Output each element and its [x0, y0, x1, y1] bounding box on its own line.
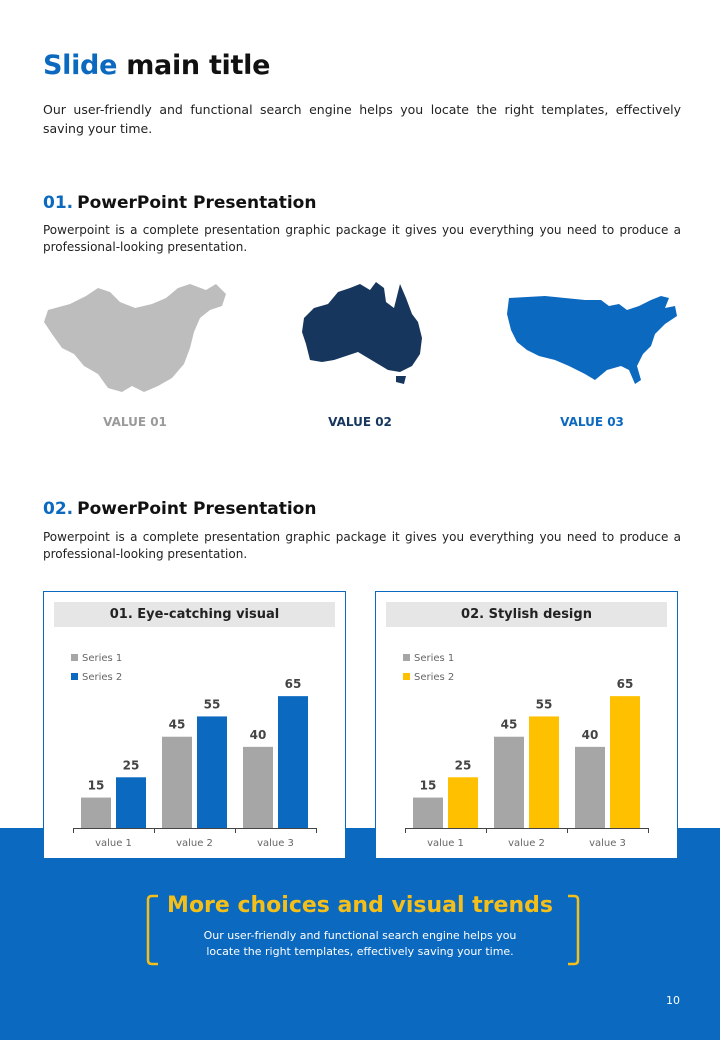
bar: [197, 716, 227, 828]
section2-number: 02.: [43, 499, 74, 519]
category-label: value 1: [427, 838, 464, 849]
data-label: 65: [285, 677, 302, 691]
intro-text: Our user-friendly and functional search …: [43, 102, 681, 136]
left-bracket-icon: [146, 894, 158, 966]
legend-label-2: Series 2: [82, 672, 122, 683]
cta-text: Our user-friendly and functional search …: [203, 929, 517, 958]
legend-label-2: Series 2: [414, 672, 454, 683]
bar: [448, 777, 478, 828]
bar: [529, 716, 559, 828]
section1-heading-text: PowerPoint Presentation: [77, 193, 317, 213]
chart-card-1: 01. Eye-catching visual Series 1 Series 2…: [43, 591, 346, 859]
data-label: 25: [123, 758, 140, 772]
chart-2: Series 1 Series 2 15 25 value 1 45 55 value 2 40…: [403, 653, 649, 849]
legend-swatch-2: [71, 673, 78, 680]
section2-text: Powerpoint is a complete presentation gr…: [43, 530, 681, 561]
page-number: 10: [666, 994, 680, 1007]
legend-swatch-1: [403, 654, 410, 661]
legend-label-1: Series 1: [414, 653, 454, 664]
data-label: 40: [250, 728, 267, 742]
category-label: value 2: [508, 838, 545, 849]
section1-text: Powerpoint is a complete presentation gr…: [43, 223, 681, 254]
bar: [278, 696, 308, 828]
data-label: 25: [455, 758, 472, 772]
bar: [610, 696, 640, 828]
bar: [116, 777, 146, 828]
map-label-value-02: VALUE 02: [328, 415, 392, 429]
data-label: 15: [420, 779, 437, 793]
chart-1: Series 1 Series 2 15 25 value 1 45 55 value 2 40…: [71, 653, 317, 849]
bar: [575, 746, 605, 828]
right-bracket-icon: [568, 894, 580, 966]
page-title-rest: main title: [126, 50, 271, 81]
page-title-accent: Slide: [43, 50, 118, 81]
category-label: value 2: [176, 838, 213, 849]
legend-label-1: Series 1: [82, 653, 122, 664]
data-label: 40: [582, 728, 599, 742]
map-label-value-01: VALUE 01: [103, 415, 167, 429]
bar: [494, 736, 524, 828]
australia-map-icon: [302, 282, 422, 384]
data-label: 45: [501, 718, 518, 732]
data-label: 55: [536, 697, 553, 711]
cta-title: More choices and visual trends: [167, 893, 553, 918]
chart-1-title: 01. Eye-catching visual: [54, 602, 335, 627]
legend-swatch-1: [71, 654, 78, 661]
page-title: Slide main title: [43, 50, 270, 81]
chart-card-2: 02. Stylish design Series 1 Series 2 15 25 v…: [375, 591, 678, 859]
bar: [243, 746, 273, 828]
section2-heading-text: PowerPoint Presentation: [77, 499, 317, 519]
category-label: value 3: [589, 838, 626, 849]
data-label: 65: [617, 677, 634, 691]
usa-map-icon: [507, 296, 677, 384]
chart-2-title: 02. Stylish design: [386, 602, 667, 627]
map-label-value-03: VALUE 03: [560, 415, 624, 429]
footer-band: [0, 828, 720, 1040]
bar: [81, 797, 111, 828]
china-map-icon: [44, 284, 226, 392]
section1-number: 01.: [43, 193, 74, 213]
data-label: 55: [204, 697, 221, 711]
section2-heading: 02. PowerPoint Presentation: [43, 499, 316, 519]
bar: [413, 797, 443, 828]
category-label: value 3: [257, 838, 294, 849]
data-label: 15: [88, 779, 105, 793]
category-label: value 1: [95, 838, 132, 849]
section1-heading: 01. PowerPoint Presentation: [43, 193, 316, 213]
bar: [162, 736, 192, 828]
legend-swatch-2: [403, 673, 410, 680]
data-label: 45: [169, 718, 186, 732]
